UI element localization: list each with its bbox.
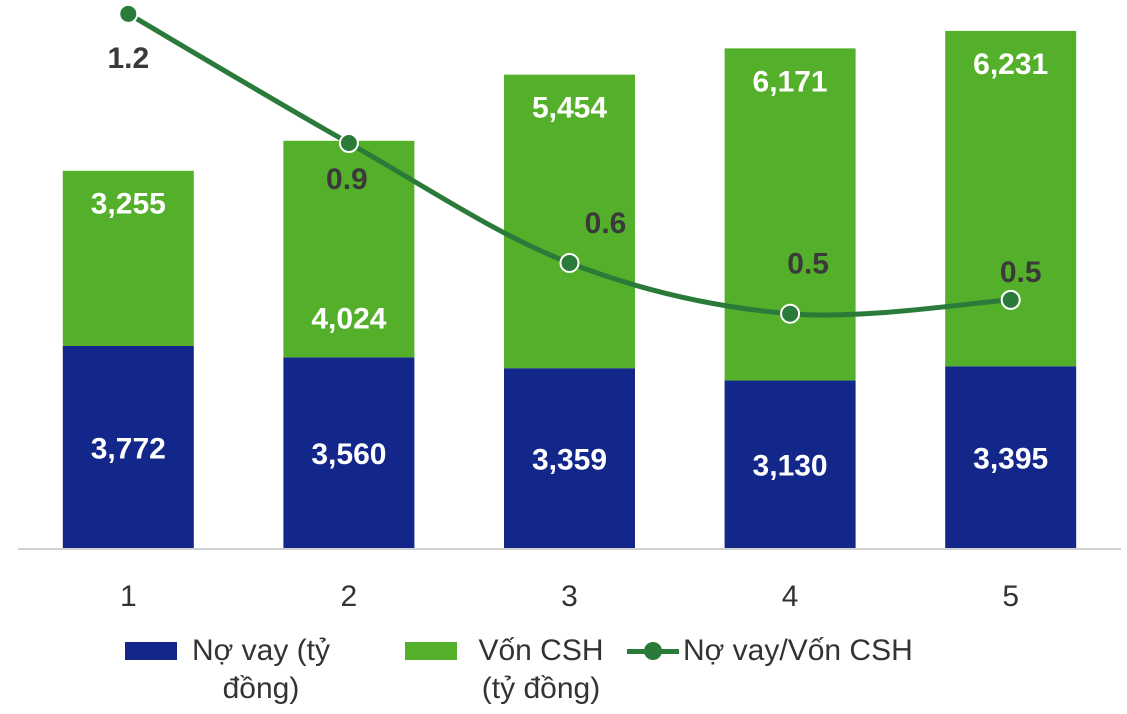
bar xyxy=(283,357,415,549)
data-label: 3,359 xyxy=(532,444,607,477)
bar xyxy=(504,368,635,549)
x-tick-label: 4 xyxy=(782,580,799,613)
legend-swatch xyxy=(405,642,457,660)
x-tick-label: 3 xyxy=(561,580,578,613)
legend-label: Vốn CSH (tỷ đồng) xyxy=(478,634,604,705)
x-tick-label: 5 xyxy=(1002,580,1019,613)
bar xyxy=(724,48,856,381)
marker xyxy=(118,3,139,24)
data-label: 5,454 xyxy=(532,92,607,125)
x-tick-label: 2 xyxy=(341,580,358,613)
data-label: 6,171 xyxy=(753,65,828,98)
data-label: 3,772 xyxy=(91,432,166,465)
line-label: 0.5 xyxy=(1000,256,1042,289)
data-label: 4,024 xyxy=(311,303,386,336)
bar xyxy=(62,170,194,346)
bar xyxy=(62,345,194,549)
legend-swatch xyxy=(627,632,679,670)
bar xyxy=(504,74,635,369)
marker xyxy=(559,252,580,273)
marker xyxy=(1000,289,1021,310)
data-label: 3,130 xyxy=(753,450,828,483)
legend-item: Nợ vay (tỷ đồng) xyxy=(125,632,341,708)
legend-item: Nợ vay/Vốn CSH xyxy=(627,632,913,670)
data-label: 3,560 xyxy=(311,438,386,471)
legend-dot xyxy=(644,642,662,660)
marker xyxy=(780,303,801,324)
line-label: 0.6 xyxy=(585,207,627,240)
data-label: 6,231 xyxy=(973,48,1048,81)
bar xyxy=(945,30,1077,367)
line-label: 0.5 xyxy=(787,248,829,281)
bar xyxy=(724,380,856,549)
marker xyxy=(338,133,359,154)
data-label: 3,395 xyxy=(973,443,1048,476)
data-label: 3,255 xyxy=(91,188,166,221)
bar xyxy=(283,140,415,358)
x-tick-label: 1 xyxy=(120,580,137,613)
legend-item: Vốn CSH (tỷ đồng) xyxy=(405,632,621,708)
legend-label: Nợ vay/Vốn CSH xyxy=(683,634,913,667)
line-label: 0.9 xyxy=(326,163,368,196)
legend: Nợ vay (tỷ đồng) Vốn CSH (tỷ đồng) Nợ vay/… xyxy=(125,632,919,708)
legend-swatch xyxy=(125,642,177,660)
line-label: 1.2 xyxy=(107,42,149,75)
bar xyxy=(945,366,1077,549)
legend-label: Nợ vay (tỷ đồng) xyxy=(191,634,331,705)
